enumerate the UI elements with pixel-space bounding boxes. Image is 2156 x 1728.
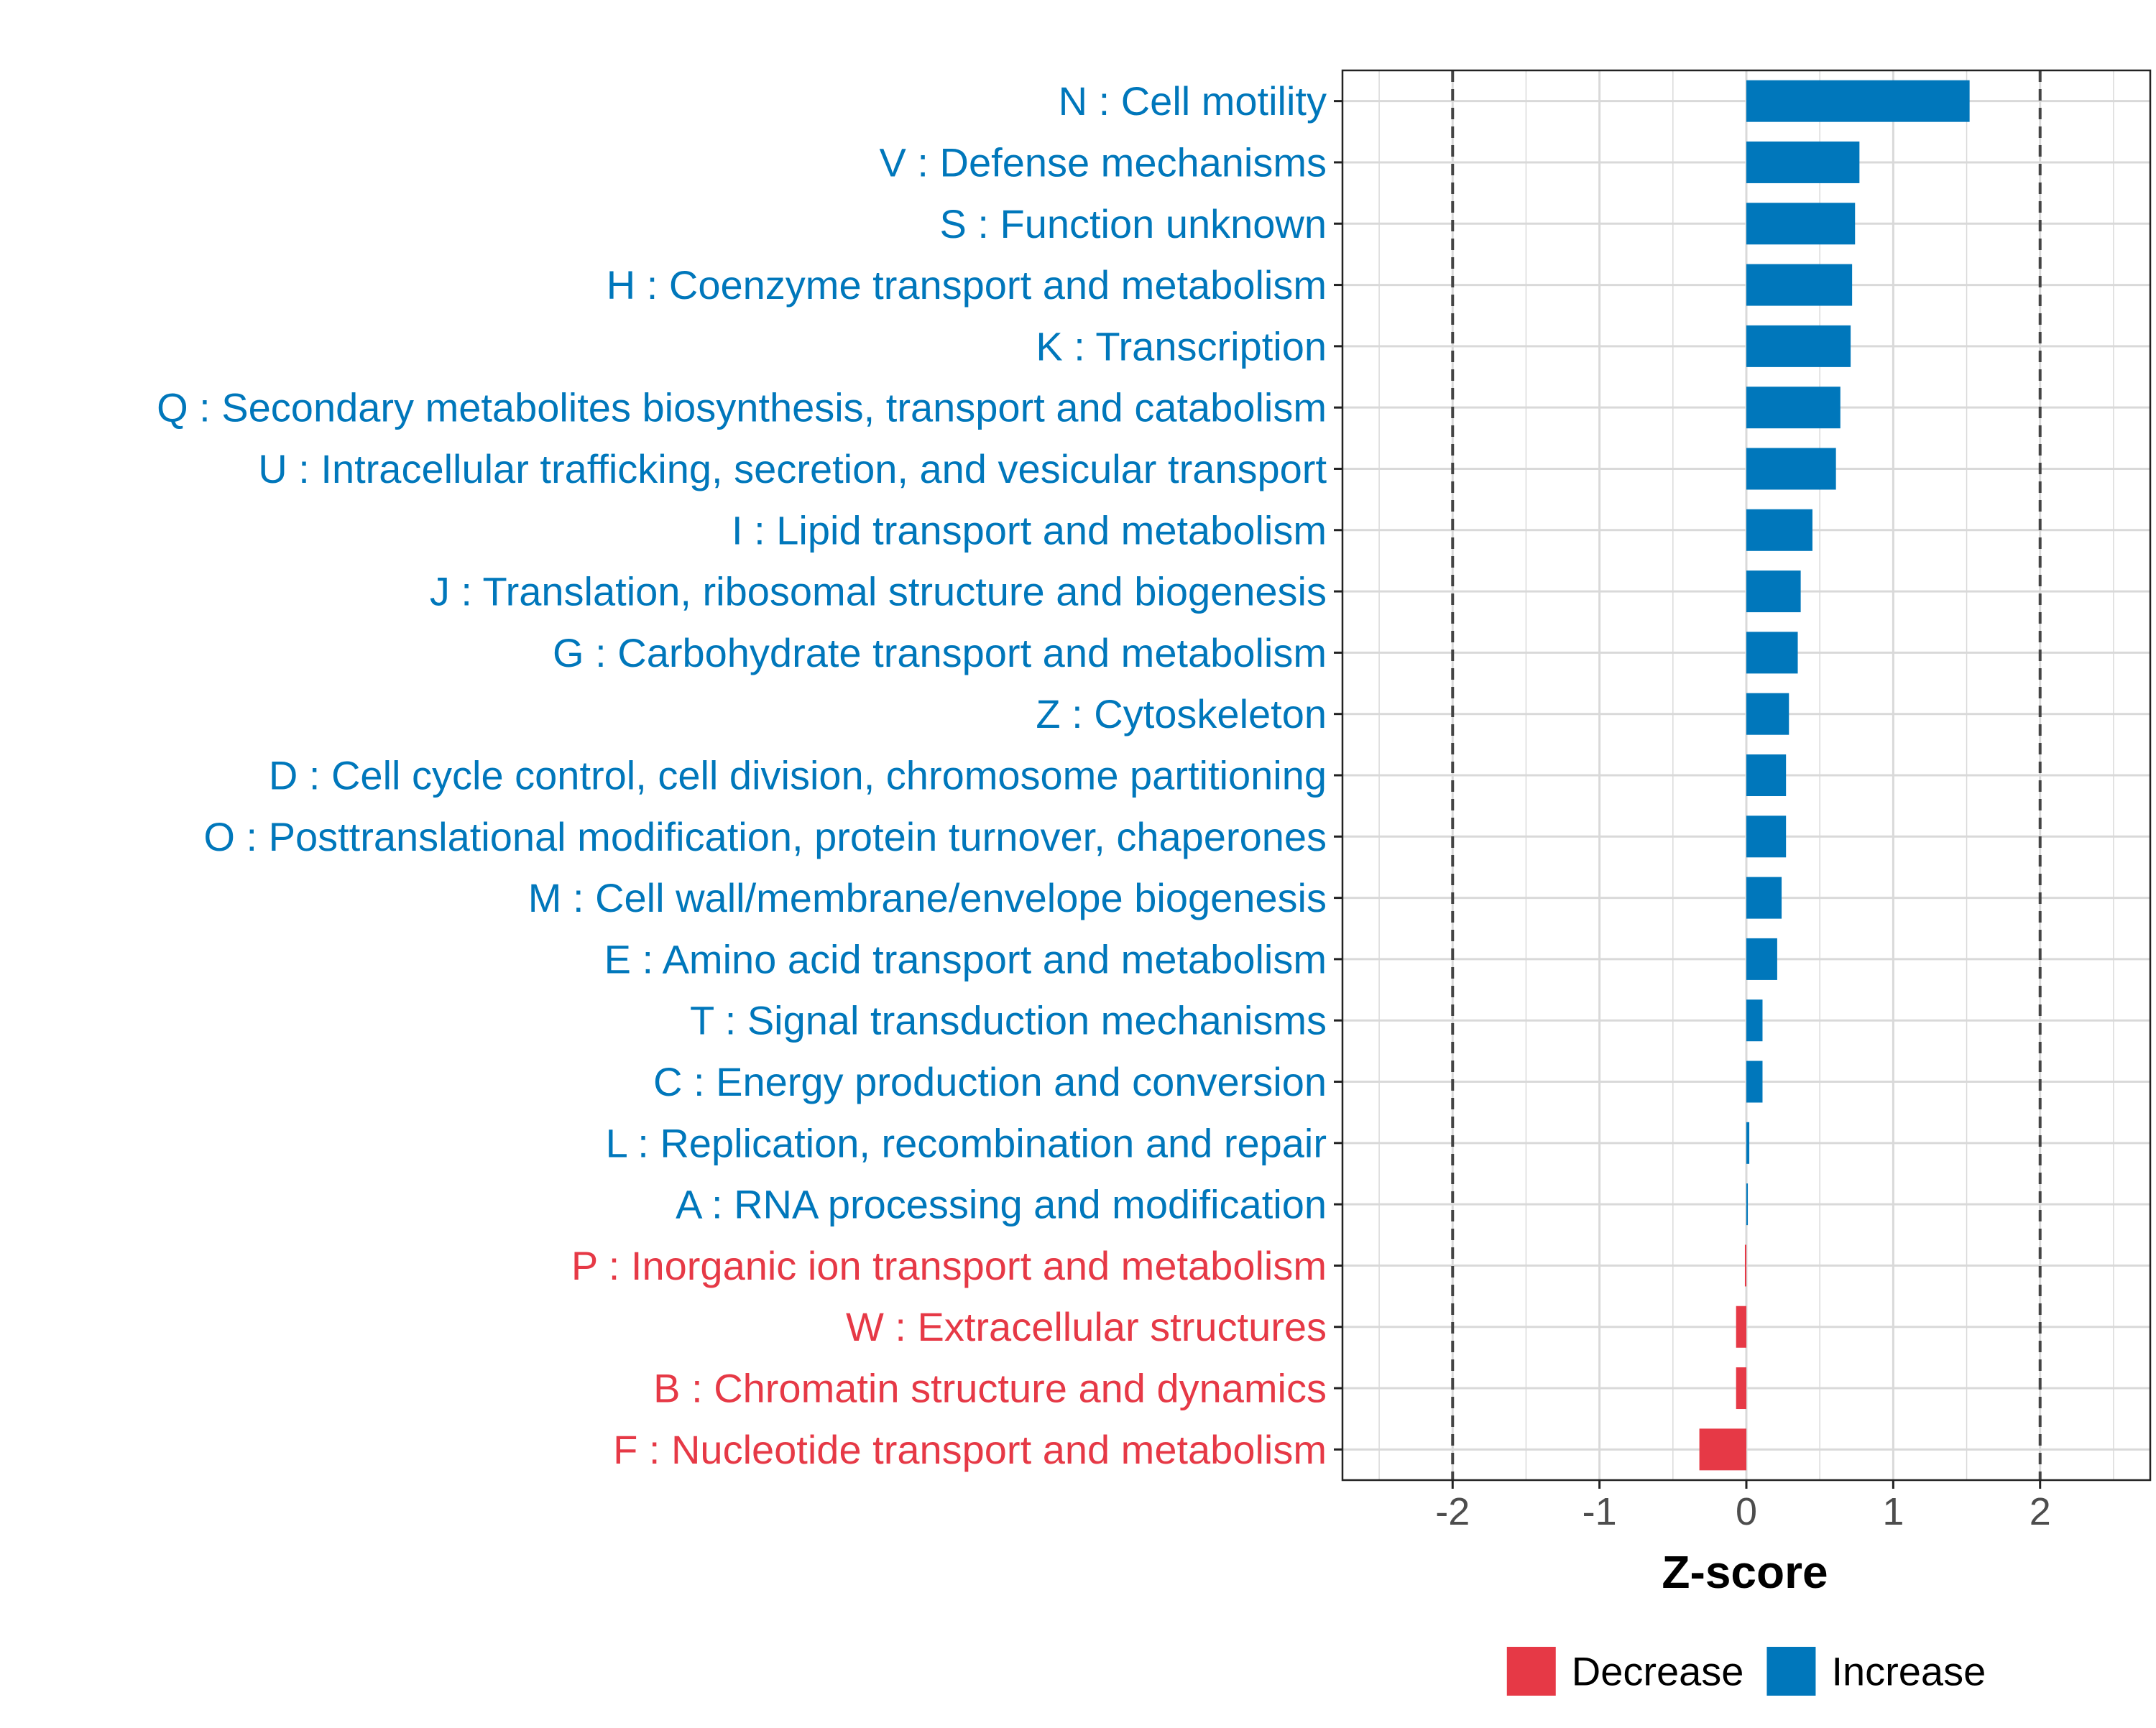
x-tick-label: 0 — [1736, 1490, 1757, 1533]
y-tick-label: N : Cell motility — [1059, 78, 1327, 124]
y-tick-label: V : Defense mechanisms — [880, 139, 1327, 185]
y-tick-label: Z : Cytoskeleton — [1036, 691, 1327, 736]
bar-n — [1746, 80, 1970, 122]
bar-b — [1736, 1367, 1746, 1410]
legend-label-increase: Increase — [1831, 1649, 1986, 1694]
bar-u — [1746, 448, 1836, 490]
x-tick-label: -2 — [1435, 1490, 1470, 1533]
bars — [1699, 80, 1970, 1471]
bar-w — [1736, 1306, 1746, 1348]
bar-t — [1746, 999, 1763, 1042]
bar-h — [1746, 264, 1853, 306]
x-tick-label: 2 — [2030, 1490, 2051, 1533]
bar-j — [1746, 570, 1801, 613]
y-tick-label: G : Carbohydrate transport and metabolis… — [553, 630, 1327, 675]
bar-v — [1746, 141, 1860, 183]
bar-m — [1746, 877, 1782, 919]
bar-a — [1746, 1183, 1749, 1226]
y-tick-label: I : Lipid transport and metabolism — [732, 507, 1327, 553]
y-tick-label: D : Cell cycle control, cell division, c… — [269, 753, 1327, 798]
y-tick-label: W : Extracellular structures — [846, 1304, 1327, 1349]
bar-e — [1746, 938, 1777, 980]
bar-c — [1746, 1061, 1763, 1103]
bar-o — [1746, 816, 1787, 858]
bar-d — [1746, 754, 1787, 797]
bar-i — [1746, 509, 1812, 551]
bar-z — [1746, 693, 1789, 735]
bar-q — [1746, 387, 1841, 429]
y-tick-label: E : Amino acid transport and metabolism — [604, 936, 1327, 981]
y-tick-label: F : Nucleotide transport and metabolism — [613, 1427, 1327, 1472]
x-axis-title: Z-score — [1662, 1546, 1828, 1598]
legend-key-decrease — [1506, 1647, 1556, 1696]
y-tick-label: Q : Secondary metabolites biosynthesis, … — [157, 385, 1327, 430]
legend-label-decrease: Decrease — [1572, 1649, 1744, 1694]
x-tick-label: 1 — [1882, 1490, 1904, 1533]
y-tick-label: L : Replication, recombination and repai… — [606, 1120, 1327, 1165]
bar-p — [1744, 1244, 1746, 1287]
bar-f — [1699, 1428, 1746, 1471]
y-tick-label: J : Translation, ribosomal structure and… — [430, 569, 1327, 614]
y-tick-label: H : Coenzyme transport and metabolism — [607, 262, 1327, 308]
y-tick-label: P : Inorganic ion transport and metaboli… — [571, 1243, 1327, 1288]
y-axis-ticks — [1334, 100, 1342, 1451]
y-tick-label: O : Posttranslational modification, prot… — [203, 814, 1327, 859]
bar-k — [1746, 325, 1851, 367]
bar-s — [1746, 203, 1856, 245]
y-tick-label: B : Chromatin structure and dynamics — [653, 1366, 1327, 1411]
y-tick-label: T : Signal transduction mechanisms — [690, 998, 1327, 1043]
y-tick-label: S : Function unknown — [939, 201, 1327, 246]
y-tick-label: C : Energy production and conversion — [653, 1059, 1327, 1104]
y-tick-label: K : Transcription — [1036, 323, 1327, 369]
bar-l — [1746, 1122, 1750, 1164]
y-tick-label: A : RNA processing and modification — [676, 1182, 1327, 1227]
legend-key-increase — [1766, 1647, 1816, 1696]
x-tick-label: -1 — [1583, 1490, 1617, 1533]
bar-g — [1746, 632, 1798, 674]
threshold-lines — [1451, 70, 2042, 1480]
y-axis-labels: N : Cell motility V : Defense mechanisms S… — [157, 78, 1327, 1472]
y-tick-label: U : Intracellular trafficking, secretion… — [258, 446, 1327, 491]
y-tick-label: M : Cell wall/membrane/envelope biogenes… — [528, 875, 1327, 920]
x-axis-ticks: -2 -1 0 1 2 — [1435, 1480, 2051, 1533]
legend: Decrease Increase — [1506, 1647, 1986, 1696]
